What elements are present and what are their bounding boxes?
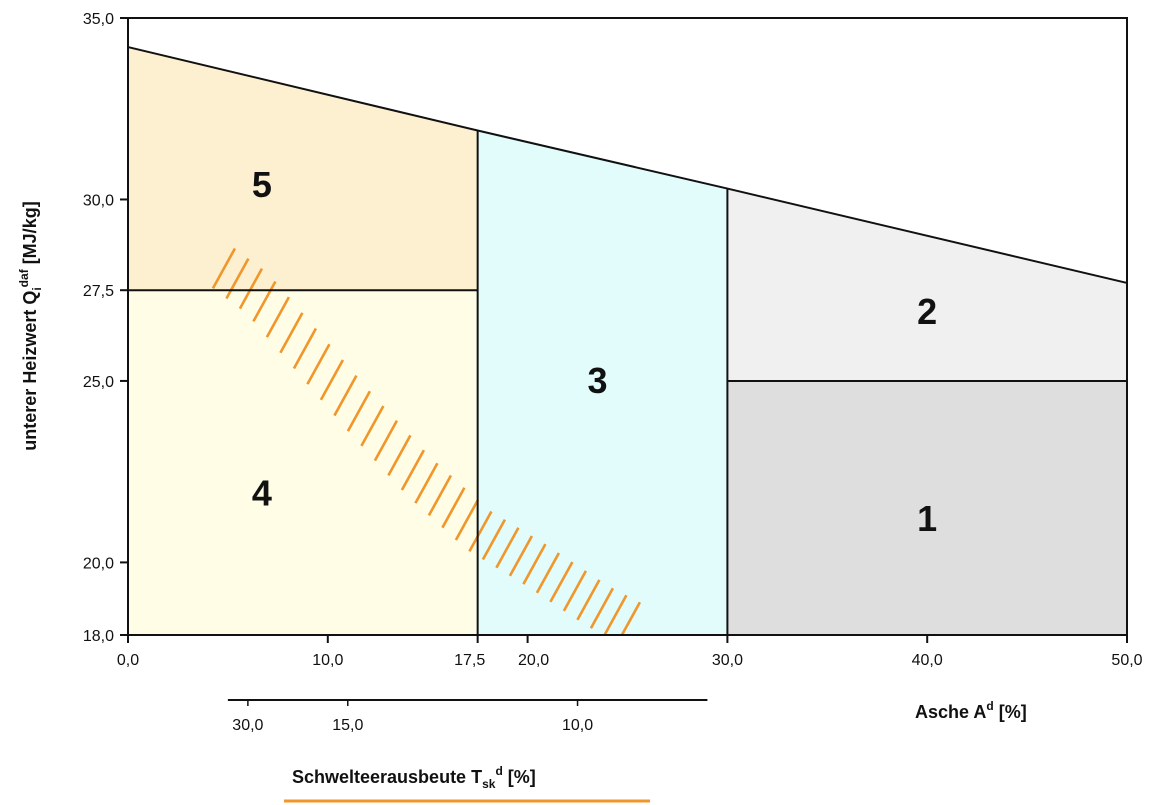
hatch-stroke-2 [238, 268, 264, 310]
hatch-stroke-11 [360, 405, 385, 447]
region-1-area [727, 380, 1127, 635]
hatch-stroke-0 [211, 247, 237, 290]
hatch-stroke-13 [387, 434, 412, 476]
secondary-x-axis-title: Schwelteerausbeute Tskd [%] [292, 764, 536, 791]
secondary-x-axis: 30,0 15,0 10,0 [227, 699, 708, 734]
x-tick-label: 40,0 [912, 652, 943, 669]
y-tick-label: 20,0 [83, 555, 114, 572]
hatch-stroke-1 [225, 257, 250, 300]
region-division-lines [128, 130, 1127, 635]
hatch-stroke-17 [441, 487, 466, 529]
hatch-stroke-18 [454, 499, 480, 541]
region-label-3: 3 [588, 360, 608, 401]
hatch-stroke-27 [576, 579, 601, 621]
y-tick-label: 25,0 [83, 374, 114, 391]
hatch-stroke-29 [603, 594, 628, 635]
hatch-stroke-15 [414, 462, 439, 504]
x-tick-label: 20,0 [518, 652, 549, 669]
x-axis-title: Asche Ad [%] [915, 699, 1027, 722]
hatch-stroke-7 [306, 343, 331, 385]
region-label-5: 5 [252, 164, 272, 205]
hatch-stroke-8 [319, 359, 345, 401]
x-tick-label: 17,5 [454, 652, 485, 669]
secondary-tick-label: 10,0 [562, 717, 593, 734]
hatch-stroke-20 [481, 518, 507, 561]
region-5-area [128, 47, 478, 291]
hatch-stroke-28 [589, 587, 615, 629]
x-tick-label: 30,0 [712, 652, 743, 669]
region-3-area [477, 130, 728, 635]
hatch-stroke-19 [468, 510, 493, 553]
region-label-4: 4 [252, 472, 272, 513]
hatch-stroke-12 [373, 420, 399, 462]
region-4-area [128, 290, 478, 635]
hatch-stroke-3 [252, 280, 277, 323]
region-2-area [727, 188, 1127, 381]
hatch-stroke-10 [346, 390, 372, 432]
regions [128, 47, 1127, 635]
hatch-stroke-24 [535, 552, 561, 594]
x-axis-ticks: 0,0 10,0 17,5 20,0 30,0 40,0 50,0 [117, 635, 1143, 669]
y-tick-label: 18,0 [83, 628, 114, 645]
region-labels: 1 2 3 4 5 [252, 164, 937, 539]
hatch-stroke-16 [427, 474, 453, 517]
hatch-stroke-25 [549, 561, 574, 603]
y-tick-label: 30,0 [83, 192, 114, 209]
x-tick-label: 10,0 [312, 652, 343, 669]
region-label-1: 1 [917, 498, 937, 539]
hatch-stroke-22 [508, 535, 534, 577]
region-label-2: 2 [917, 291, 937, 332]
hatch-stroke-9 [333, 375, 358, 417]
upper-boundary-line [127, 46, 1128, 284]
hatch-stroke-4 [265, 296, 291, 338]
hatch-stroke-6 [292, 327, 318, 370]
hatch-stroke-26 [562, 570, 588, 612]
y-tick-label: 27,5 [83, 283, 114, 300]
secondary-tick-label: 15,0 [332, 717, 363, 734]
y-tick-label: 35,0 [83, 11, 114, 28]
hatch-stroke-23 [522, 543, 547, 585]
hatch-stroke-21 [495, 527, 520, 569]
y-axis-ticks: 18,0 20,0 25,0 27,5 30,0 35,0 [83, 11, 128, 645]
plot-frame [127, 17, 1128, 636]
x-tick-label: 50,0 [1111, 652, 1142, 669]
hatch-stroke-30 [620, 601, 642, 635]
hatch-stroke-14 [400, 449, 426, 491]
x-tick-label: 0,0 [117, 652, 139, 669]
y-axis-title: unterer Heizwert Qidaf [MJ/kg] [17, 201, 44, 450]
secondary-tick-label: 30,0 [232, 717, 263, 734]
hatched-band [211, 247, 642, 635]
hatch-stroke-5 [279, 312, 304, 354]
